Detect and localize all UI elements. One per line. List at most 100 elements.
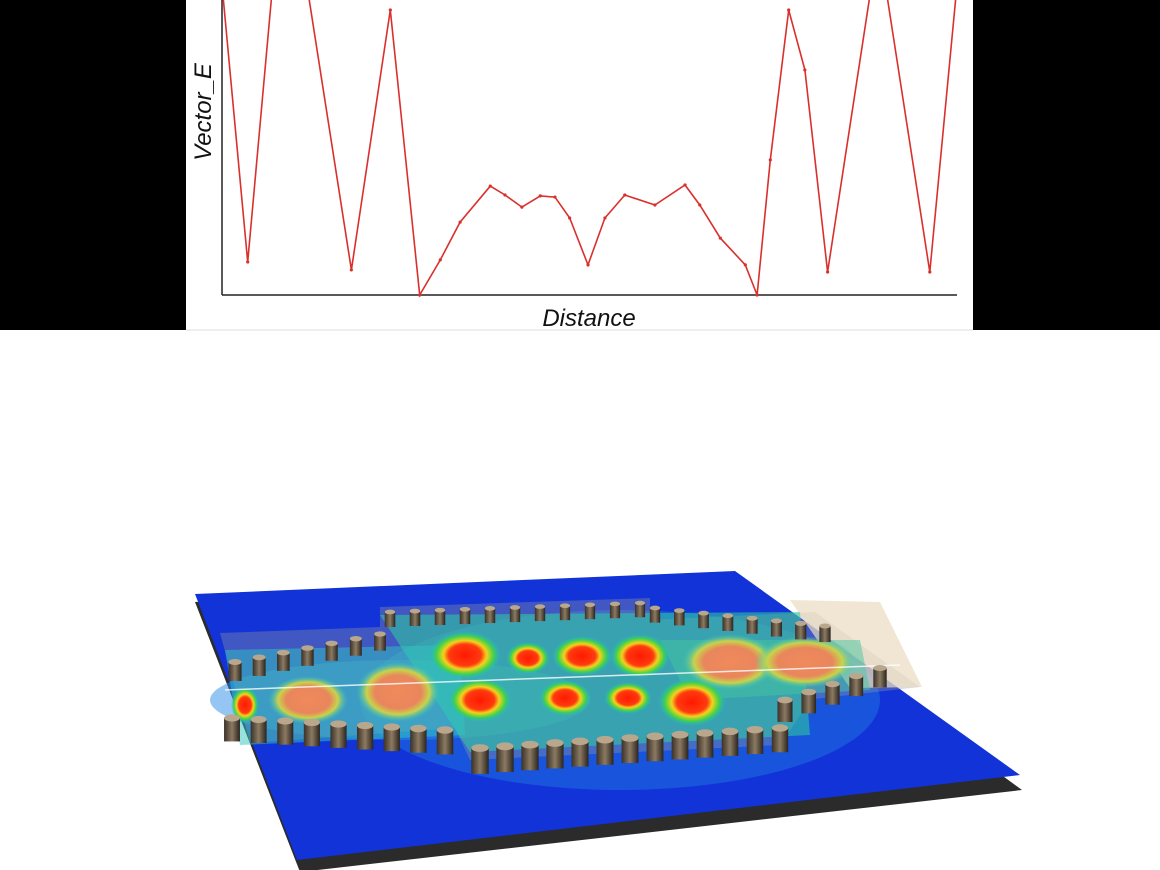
via — [471, 748, 489, 774]
via-top — [409, 608, 421, 614]
via — [484, 608, 496, 624]
via-top — [383, 723, 400, 731]
via — [301, 648, 314, 666]
via-top — [596, 735, 614, 744]
data-point — [826, 270, 830, 274]
data-point — [458, 220, 462, 224]
hot-spot — [682, 634, 778, 690]
data-point — [718, 236, 722, 240]
via-top — [777, 696, 793, 704]
via-top — [746, 615, 758, 621]
data-point — [803, 68, 807, 72]
via-top — [224, 714, 240, 722]
hot-spot — [448, 678, 512, 722]
via-top — [521, 740, 539, 749]
via-top — [801, 688, 817, 696]
via — [410, 728, 427, 753]
via — [521, 744, 539, 771]
via-top — [721, 727, 739, 736]
hot-spot — [539, 680, 591, 716]
via-top — [649, 605, 661, 611]
via — [303, 722, 320, 747]
via-top — [496, 742, 514, 751]
via — [459, 609, 471, 625]
hot-spot — [356, 662, 440, 722]
via-top — [873, 664, 887, 672]
via — [349, 638, 362, 656]
via — [534, 606, 546, 622]
via — [825, 684, 840, 705]
via — [277, 652, 290, 671]
via-top — [571, 737, 589, 746]
via — [621, 738, 639, 764]
data-point — [388, 8, 392, 12]
via — [770, 620, 782, 637]
data-point — [928, 270, 932, 274]
data-point — [743, 263, 747, 267]
data-point — [488, 184, 492, 188]
via — [383, 727, 400, 752]
data-point — [755, 293, 759, 297]
data-point — [538, 194, 542, 198]
hot-spot — [429, 631, 501, 679]
via-top — [330, 720, 347, 728]
data-point — [603, 216, 607, 220]
via — [384, 612, 396, 627]
via — [409, 611, 421, 626]
hot-spot — [658, 678, 726, 726]
via-array — [224, 600, 887, 774]
via — [722, 615, 734, 631]
via-top — [410, 724, 427, 733]
via — [777, 700, 793, 722]
hot-spot — [610, 634, 670, 678]
via-top — [301, 645, 314, 651]
via — [546, 743, 564, 769]
x-axis-label: Distance — [542, 305, 635, 332]
via-top — [559, 603, 571, 609]
via — [436, 730, 454, 755]
via — [746, 618, 758, 634]
via — [671, 734, 689, 760]
data-point — [768, 158, 772, 162]
data-line — [222, 0, 957, 298]
plot-area — [222, 0, 957, 298]
via-top — [546, 739, 564, 747]
via-top — [434, 607, 446, 613]
via-top — [584, 602, 596, 608]
via — [771, 728, 789, 753]
via-top — [484, 606, 496, 611]
via-top — [696, 729, 714, 737]
via-top — [746, 725, 764, 734]
via-top — [228, 659, 242, 665]
via-top — [277, 649, 290, 656]
via-top — [674, 608, 685, 613]
data-point — [586, 263, 590, 267]
via — [696, 733, 714, 758]
hot-spot — [604, 682, 652, 714]
via-top — [250, 715, 267, 724]
via — [873, 668, 887, 688]
via-top — [671, 730, 689, 739]
side-bar — [973, 0, 1160, 330]
via-top — [609, 601, 621, 607]
via-top — [356, 721, 374, 730]
via-top — [646, 732, 664, 741]
via — [819, 626, 831, 643]
via — [374, 634, 386, 651]
via — [509, 607, 521, 623]
via — [559, 605, 571, 621]
data-point — [787, 8, 791, 12]
via — [795, 623, 807, 640]
via — [721, 731, 739, 756]
y-axis-label: Vector_E — [190, 62, 217, 161]
via — [250, 719, 267, 744]
via — [609, 603, 621, 619]
data-point — [623, 193, 627, 197]
via-top — [436, 726, 454, 734]
via-top — [534, 604, 546, 609]
data-point — [698, 203, 702, 207]
hot-spot — [268, 676, 348, 724]
side-bar — [0, 0, 186, 330]
via — [649, 608, 661, 623]
data-point — [438, 258, 442, 262]
